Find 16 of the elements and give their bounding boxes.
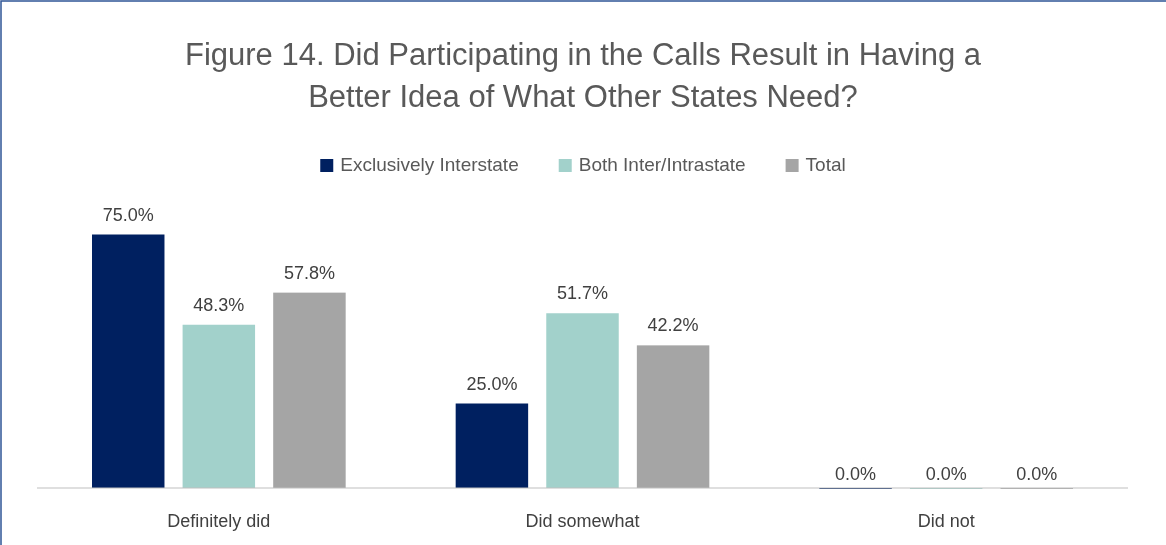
x-tick-label: Did somewhat	[525, 511, 640, 531]
data-label: 42.2%	[647, 315, 699, 336]
legend-label: Total	[805, 154, 846, 175]
data-label: 75.0%	[102, 204, 154, 225]
legend-label: Both Inter/Intrastate	[578, 154, 746, 175]
data-label: 51.7%	[556, 283, 609, 304]
data-label: 0.0%	[835, 464, 877, 484]
data-label: 25.0%	[466, 373, 518, 394]
legend-label: Exclusively Interstate	[340, 154, 519, 175]
data-label: 0.0%	[1016, 464, 1058, 484]
data-label: 0.0%	[925, 464, 967, 484]
data-label: 48.3%	[193, 294, 245, 315]
chart-title: Figure 14. Did Participating in the Calls Result in Having a Better Idea of What Other States Need?	[184, 37, 982, 114]
data-label: 57.8%	[283, 262, 335, 283]
x-tick-label: Did not	[917, 511, 975, 531]
x-tick-label: Definitely did	[167, 511, 271, 531]
